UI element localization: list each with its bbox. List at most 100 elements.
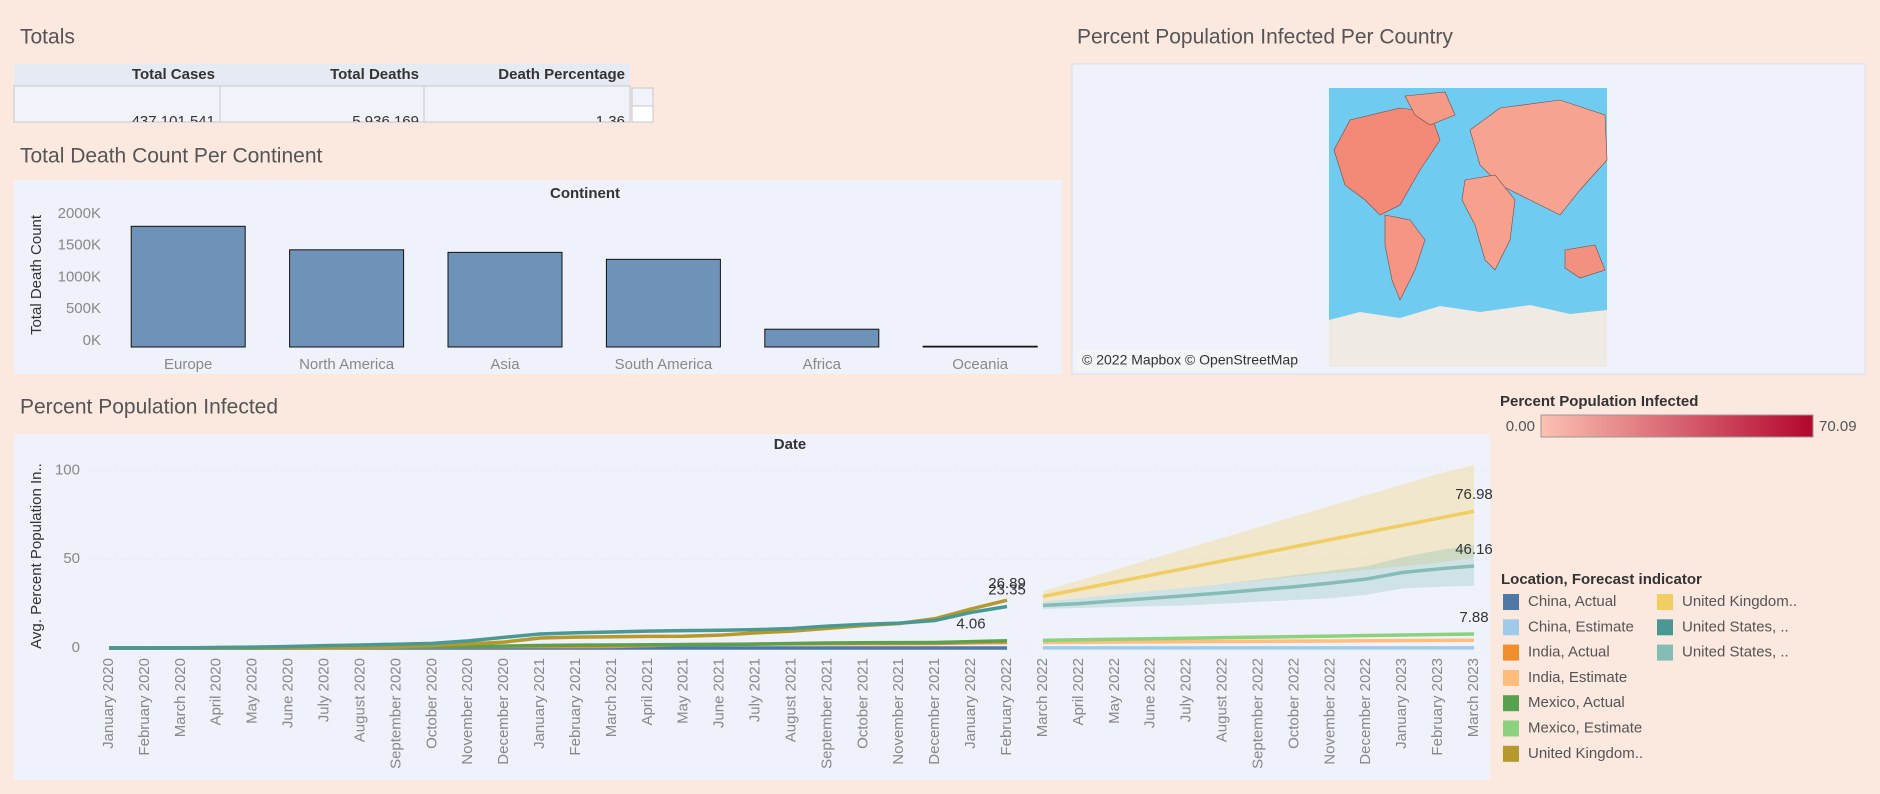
- x-tick-label: February 2023: [1429, 658, 1446, 756]
- table-cell: [423, 85, 631, 123]
- x-tick-label: Oceania: [952, 356, 1009, 373]
- x-tick-label: November 2021: [890, 658, 907, 765]
- bar: [130, 225, 246, 348]
- x-tick-label: October 2022: [1285, 658, 1302, 749]
- table-value: 5,936,169: [352, 113, 419, 130]
- y-tick-label: 500K: [66, 300, 101, 317]
- x-tick-label: August 2020: [351, 658, 368, 742]
- legend-label: United Kingdom..: [1528, 745, 1643, 762]
- legend-label: United Kingdom..: [1682, 593, 1797, 610]
- x-tick-label: July 2021: [747, 658, 764, 722]
- x-tick-label: May 2021: [675, 658, 692, 724]
- antarctica: [1329, 305, 1607, 367]
- bar: [289, 249, 405, 348]
- legend-label: United States, ..: [1682, 618, 1789, 635]
- x-tick-label: February 2022: [998, 658, 1015, 756]
- legend-swatch: [1503, 669, 1519, 686]
- x-tick-label: March 2020: [172, 658, 189, 737]
- value-row: 437,101,541 5,936,169 1.36: [132, 113, 625, 130]
- map-credit: © 2022 Mapbox © OpenStreetMap: [1082, 352, 1298, 368]
- y-tick-label: 0K: [83, 332, 101, 349]
- x-axis-title: Continent: [550, 185, 620, 202]
- y-axis-title: Total Death Count: [28, 214, 45, 335]
- legend-swatch: [1503, 720, 1519, 737]
- x-tick-label: June 2020: [280, 658, 297, 728]
- y-tick-label: 2000K: [58, 205, 101, 222]
- x-tick-label: April 2021: [639, 658, 656, 726]
- legend-label: China, Actual: [1528, 593, 1616, 610]
- x-tick-label: South America: [615, 356, 713, 373]
- africa: [1461, 174, 1516, 271]
- legend-swatch: [1503, 619, 1519, 636]
- y-tick-label: 0: [72, 639, 80, 656]
- x-tick-label: January 2021: [531, 658, 548, 749]
- series-line: [1042, 564, 1475, 608]
- x-tick-label: April 2022: [1070, 658, 1087, 726]
- y-tick-label: 1000K: [58, 268, 101, 285]
- x-tick-label: January 2023: [1393, 658, 1410, 749]
- bar: [605, 258, 721, 348]
- column-header: Death Percentage: [498, 66, 625, 83]
- table-cell: [219, 85, 425, 123]
- x-tick-label: November 2020: [459, 658, 476, 765]
- data-label: 4.06: [956, 616, 985, 633]
- x-tick-label: North America: [299, 356, 395, 373]
- bar: [922, 345, 1038, 348]
- bar-title: Total Death Count Per Continent: [20, 145, 323, 168]
- column-header: Total Deaths: [330, 66, 419, 83]
- legend-label: Mexico, Actual: [1528, 694, 1625, 711]
- x-tick-label: November 2022: [1321, 658, 1338, 765]
- data-label: 76.98: [1455, 486, 1493, 503]
- data-label: 23.35: [988, 581, 1026, 598]
- legend-label: United States, ..: [1682, 644, 1789, 661]
- data-label: 7.88: [1459, 609, 1488, 626]
- series-line: [1042, 632, 1475, 643]
- data-label: 46.16: [1455, 541, 1493, 558]
- y-tick-label: 100: [55, 461, 80, 478]
- y-axis-title: Avg. Percent Population In..: [28, 463, 45, 649]
- x-tick-label: October 2021: [854, 658, 871, 749]
- x-tick-label: September 2020: [387, 658, 404, 769]
- map-title: Percent Population Infected Per Country: [1077, 26, 1453, 49]
- x-tick-label: October 2020: [423, 658, 440, 749]
- y-tick-label: 1500K: [58, 237, 101, 254]
- x-tick-label: June 2021: [711, 658, 728, 728]
- x-tick-label: December 2020: [495, 658, 512, 765]
- credit-bg: [1076, 350, 1296, 370]
- color-legend-title: Percent Population Infected: [1500, 393, 1698, 410]
- bar: [447, 251, 563, 348]
- color-legend-bar: [1540, 414, 1814, 438]
- x-tick-label: April 2020: [208, 658, 225, 726]
- x-tick-label: December 2021: [926, 658, 943, 765]
- legend-label: China, Estimate: [1528, 618, 1634, 635]
- x-tick-label: Europe: [164, 356, 212, 373]
- legend-label: India, Estimate: [1528, 669, 1627, 686]
- forecast-band: [1042, 544, 1474, 609]
- series-line: [109, 604, 1008, 650]
- x-tick-label: May 2020: [244, 658, 261, 724]
- map[interactable]: [1329, 88, 1608, 367]
- x-axis-title: Date: [774, 436, 807, 453]
- north-america: [1333, 107, 1441, 216]
- color-legend-min: 0.00: [1506, 418, 1535, 435]
- series-line: [1042, 638, 1475, 645]
- x-tick-label: July 2020: [315, 658, 332, 722]
- line-panel: [14, 434, 1490, 780]
- australia: [1564, 244, 1606, 279]
- legend-swatch: [1657, 594, 1673, 610]
- x-tick-label: Asia: [490, 356, 520, 373]
- scrollbar[interactable]: [631, 105, 654, 123]
- x-tick-label: March 2022: [1034, 658, 1051, 737]
- legend-swatch: [1657, 619, 1673, 636]
- table-value: 437,101,541: [132, 113, 215, 130]
- table-header-bg: [14, 64, 630, 86]
- x-tick-label: February 2021: [567, 658, 584, 756]
- x-tick-label: June 2022: [1142, 658, 1159, 728]
- x-tick-label: September 2021: [818, 658, 835, 769]
- scrollbar[interactable]: [631, 87, 654, 107]
- legend-swatch: [1503, 594, 1519, 610]
- x-tick-label: July 2022: [1178, 658, 1195, 722]
- x-tick-label: January 2020: [100, 658, 117, 749]
- legend-swatch: [1503, 695, 1519, 712]
